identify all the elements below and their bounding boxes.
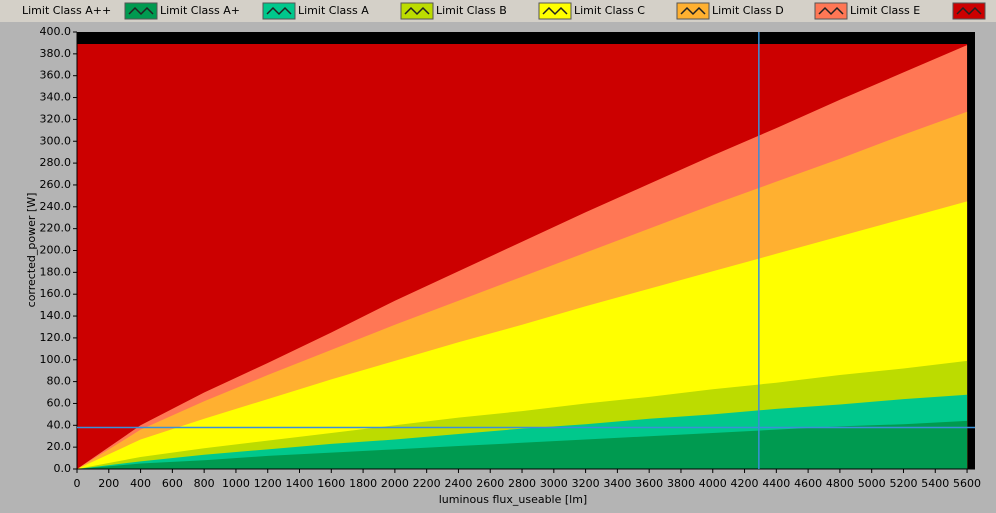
y-axis-label: corrected_power [W] [25,193,38,308]
x-tick-label: 5400 [921,477,949,490]
legend-label: Limit Class D [712,4,784,17]
x-tick-label: 1400 [286,477,314,490]
legend-swatch [676,2,710,20]
legend-label: Limit Class A [298,4,369,17]
y-tick-label: 40.0 [47,418,72,431]
x-tick-label: 4800 [826,477,854,490]
y-tick-label: 80.0 [47,375,72,388]
legend-swatch [400,2,434,20]
x-tick-label: 1600 [317,477,345,490]
legend-line [956,6,982,16]
y-tick-label: 180.0 [40,265,72,278]
x-tick-label: 2800 [508,477,536,490]
legend-line [818,6,844,16]
x-tick-label: 4200 [731,477,759,490]
x-tick-label: 2400 [444,477,472,490]
x-tick-label: 2600 [476,477,504,490]
y-tick-label: 340.0 [40,91,72,104]
y-tick-label: 100.0 [40,353,72,366]
legend-line [404,6,430,16]
legend-swatch [538,2,572,20]
x-tick-label: 3800 [667,477,695,490]
legend-bar [0,0,996,22]
x-tick-label: 5000 [858,477,886,490]
x-tick-label: 0 [74,477,81,490]
x-tick-label: 1800 [349,477,377,490]
y-tick-label: 220.0 [40,222,72,235]
legend-label: Limit Class A++ [22,4,111,17]
y-tick-label: 200.0 [40,244,72,257]
x-tick-label: 1200 [254,477,282,490]
x-tick-label: 3200 [572,477,600,490]
x-tick-label: 4000 [699,477,727,490]
area [77,420,968,469]
y-tick-label: 240.0 [40,200,72,213]
legend-line [266,6,292,16]
legend-label: Limit Class C [574,4,645,17]
legend-line [542,6,568,16]
y-tick-label: 380.0 [40,47,72,60]
x-tick-label: 4400 [762,477,790,490]
y-tick-label: 400.0 [40,25,72,38]
legend-line [680,6,706,16]
y-tick-label: 60.0 [47,396,72,409]
x-tick-label: 5200 [889,477,917,490]
legend-label: Limit Class A+ [160,4,240,17]
y-tick-label: 140.0 [40,309,72,322]
x-tick-label: 3600 [635,477,663,490]
y-tick-label: 20.0 [47,440,72,453]
x-tick-label: 2000 [381,477,409,490]
legend-swatch [124,2,158,20]
y-tick-label: 260.0 [40,178,72,191]
y-tick-label: 160.0 [40,287,72,300]
x-tick-label: 200 [98,477,119,490]
legend-label: Limit Class E [850,4,920,17]
x-axis-label: luminous flux_useable [lm] [439,493,587,506]
legend-swatch [952,2,986,20]
x-tick-label: 800 [194,477,215,490]
x-tick-label: 400 [130,477,151,490]
x-tick-label: 3400 [603,477,631,490]
y-tick-label: 360.0 [40,69,72,82]
y-tick-label: 300.0 [40,134,72,147]
legend-swatch [814,2,848,20]
x-tick-label: 2200 [413,477,441,490]
x-tick-label: 600 [162,477,183,490]
x-tick-label: 1000 [222,477,250,490]
y-tick-label: 320.0 [40,112,72,125]
x-tick-label: 3000 [540,477,568,490]
y-tick-label: 280.0 [40,156,72,169]
x-tick-label: 5600 [953,477,981,490]
legend-swatch [262,2,296,20]
y-tick-label: 0.0 [54,462,72,475]
y-tick-label: 120.0 [40,331,72,344]
x-tick-label: 4600 [794,477,822,490]
legend-label: Limit Class B [436,4,507,17]
legend-line [128,6,154,16]
